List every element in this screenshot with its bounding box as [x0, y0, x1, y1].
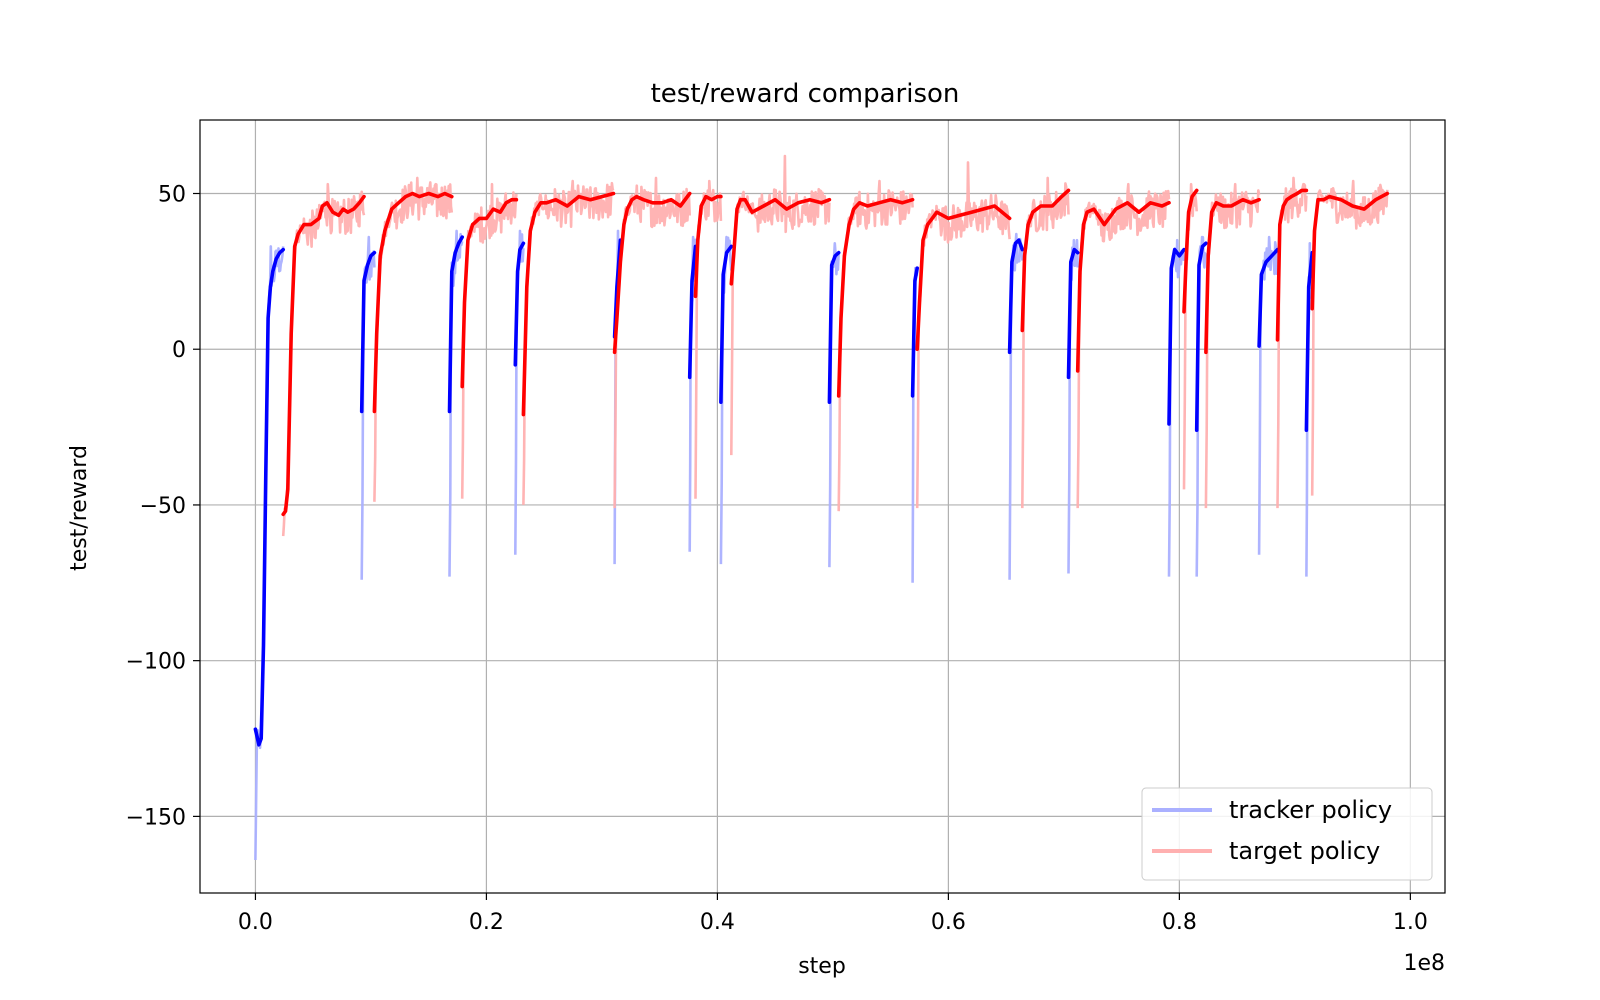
x-axis-label: step [798, 954, 846, 979]
x-tick-label: 0.0 [238, 910, 273, 935]
chart-title: test/reward comparison [651, 79, 960, 109]
series-layer [253, 154, 1390, 861]
x-tick-label: 0.4 [700, 910, 735, 935]
tick-layer: 0.0 0.2 0.4 0.6 0.8 1.0 −150 −100 −50 0 50 [126, 183, 1428, 935]
target-policy-smoothed-line [281, 188, 1390, 517]
x-offset-label: 1e8 [1403, 951, 1445, 976]
x-tick-label: 0.6 [931, 910, 966, 935]
plot-frame [199, 119, 1446, 894]
y-tick-label: −100 [126, 650, 186, 675]
legend-label-tracker: tracker policy [1229, 796, 1392, 824]
tracker-policy-smoothed-line [253, 235, 1314, 747]
y-tick-label: −50 [140, 494, 186, 519]
x-tick-label: 1.0 [1393, 910, 1428, 935]
x-tick-label: 0.8 [1162, 910, 1197, 935]
legend: tracker policy target policy [1141, 787, 1433, 881]
y-tick-label: 50 [158, 183, 186, 208]
y-axis-label: test/reward [67, 445, 92, 571]
y-tick-label: −150 [126, 805, 186, 830]
x-tick-label: 0.2 [469, 910, 504, 935]
legend-label-target: target policy [1229, 837, 1380, 865]
legend-box [1141, 787, 1433, 881]
y-tick-label: 0 [172, 338, 186, 363]
